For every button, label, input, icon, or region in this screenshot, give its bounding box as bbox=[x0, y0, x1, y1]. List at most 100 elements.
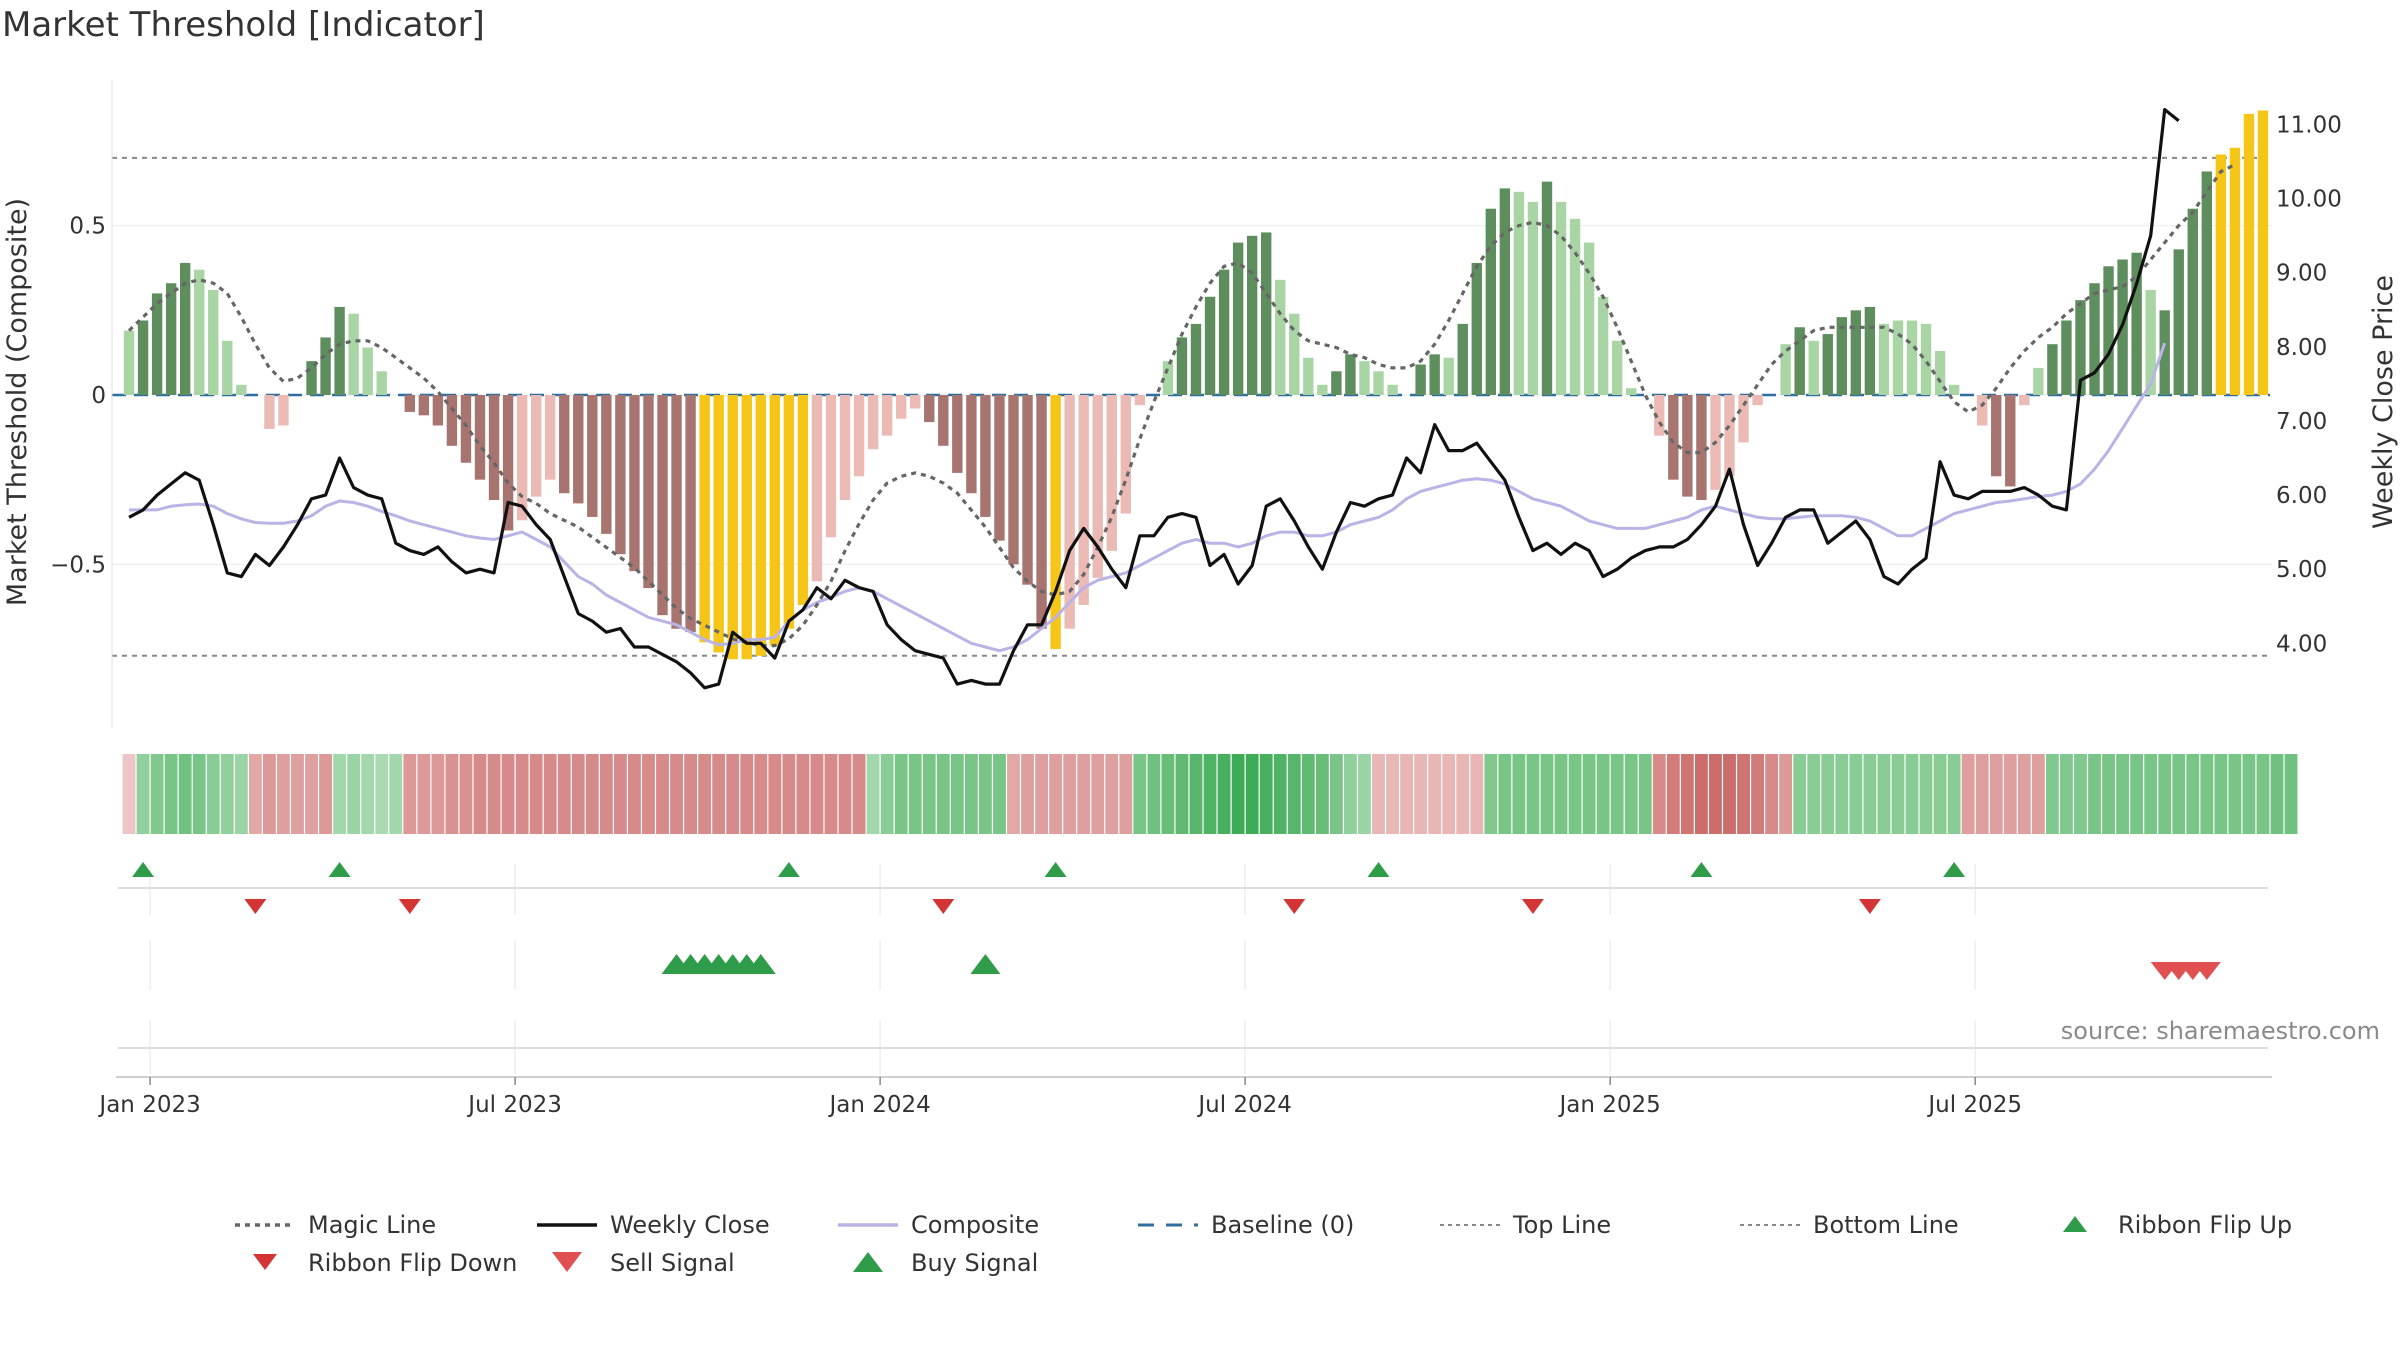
legend-label: Buy Signal bbox=[911, 1249, 1038, 1277]
right-tick-label: 4.00 bbox=[2276, 631, 2327, 657]
composite-bar bbox=[236, 384, 247, 395]
ribbon-cell bbox=[262, 754, 276, 834]
composite-bar bbox=[994, 395, 1005, 541]
composite-bar bbox=[601, 395, 612, 534]
ribbon-cell bbox=[1554, 754, 1568, 834]
ribbon-cell bbox=[642, 754, 655, 834]
composite-bar bbox=[1499, 188, 1511, 395]
legend-item: Weekly Close bbox=[537, 1211, 770, 1239]
composite-bar bbox=[1569, 218, 1581, 395]
composite-bar bbox=[376, 371, 387, 395]
ribbon-cell bbox=[894, 754, 908, 834]
x-tick-label: Jul 2024 bbox=[1196, 1092, 1292, 1118]
ribbon-flip-down-marker bbox=[244, 899, 267, 914]
ribbon-cell bbox=[1133, 754, 1147, 834]
composite-bar bbox=[1036, 395, 1047, 629]
ribbon-cell bbox=[1049, 754, 1063, 834]
ribbon-cell bbox=[2256, 754, 2270, 834]
composite-bar bbox=[1022, 395, 1033, 585]
ribbon-cell bbox=[1273, 754, 1287, 834]
ribbon-cell bbox=[1329, 754, 1343, 834]
right-tick-label: 7.00 bbox=[2276, 409, 2327, 435]
composite-bar bbox=[1527, 201, 1539, 395]
composite-bar bbox=[1261, 232, 1272, 395]
ribbon-cell bbox=[122, 754, 136, 834]
ribbon-cell bbox=[1428, 754, 1442, 834]
legend-swatch bbox=[253, 1254, 277, 1270]
ribbon-cell bbox=[628, 754, 641, 834]
composite-bar bbox=[1331, 371, 1342, 395]
ribbon-cell bbox=[1989, 754, 2003, 834]
composite-bar bbox=[545, 395, 556, 480]
ribbon-cell bbox=[1652, 754, 1666, 834]
ribbon-cell bbox=[1779, 754, 1793, 834]
ribbon-cell bbox=[1723, 754, 1736, 834]
composite-bar bbox=[1064, 395, 1075, 629]
composite-bar bbox=[1232, 242, 1244, 395]
composite-bar bbox=[2257, 110, 2269, 395]
ribbon-cell bbox=[1919, 754, 1933, 834]
x-tick-label: Jul 2023 bbox=[466, 1092, 562, 1118]
ribbon-cell bbox=[2074, 754, 2087, 834]
ribbon-cell bbox=[375, 754, 389, 834]
ribbon-cell bbox=[978, 754, 992, 834]
ribbon-cell bbox=[1470, 754, 1484, 834]
composite-bar bbox=[1092, 395, 1103, 578]
ribbon-cell bbox=[796, 754, 810, 834]
composite-bar bbox=[1345, 354, 1356, 395]
composite-bar bbox=[2243, 113, 2255, 395]
composite-bar bbox=[1289, 313, 1300, 395]
ribbon-cell bbox=[1765, 754, 1779, 834]
legend-label: Weekly Close bbox=[610, 1211, 770, 1239]
composite-bar bbox=[1555, 201, 1567, 395]
ribbon-cell bbox=[473, 754, 487, 834]
legend-item: Buy Signal bbox=[853, 1249, 1038, 1277]
ribbon-cell bbox=[880, 754, 894, 834]
composite-bar bbox=[2229, 147, 2241, 395]
legend-label: Magic Line bbox=[308, 1211, 436, 1239]
ribbon-cell bbox=[684, 754, 698, 834]
ribbon-cell bbox=[1372, 754, 1385, 834]
composite-bar bbox=[362, 347, 373, 395]
ribbon-cell bbox=[1301, 754, 1315, 834]
ribbon-cell bbox=[234, 754, 248, 834]
ribbon-cell bbox=[1498, 754, 1512, 834]
ribbon-cell bbox=[2088, 754, 2101, 834]
x-tick-label: Jul 2025 bbox=[1926, 1092, 2022, 1118]
composite-bar bbox=[1696, 395, 1707, 500]
ribbon-cell bbox=[740, 754, 754, 834]
ribbon-cell bbox=[1961, 754, 1975, 834]
ribbon-cell bbox=[2003, 754, 2017, 834]
legend-swatch bbox=[853, 1252, 883, 1272]
composite-bar bbox=[1471, 262, 1482, 395]
legend-item: Ribbon Flip Up bbox=[2063, 1211, 2292, 1239]
composite-bar bbox=[2201, 171, 2213, 395]
composite-bar bbox=[685, 395, 696, 633]
ribbon-cell bbox=[2284, 754, 2298, 834]
composite-bar bbox=[2159, 310, 2170, 395]
y-axis-label-left: Market Threshold (Composite) bbox=[2, 198, 33, 606]
legend-item: Sell Signal bbox=[552, 1249, 735, 1277]
ribbon-cell bbox=[1568, 754, 1582, 834]
ribbon-cell bbox=[347, 754, 361, 834]
composite-bar bbox=[1120, 395, 1131, 514]
right-tick-label: 5.00 bbox=[2276, 557, 2327, 583]
composite-bar bbox=[1485, 208, 1497, 395]
ribbon-flip-up-marker bbox=[1367, 862, 1390, 877]
composite-bar bbox=[1303, 357, 1314, 395]
composite-bar bbox=[727, 395, 738, 660]
ribbon-cell bbox=[2102, 754, 2115, 834]
ribbon-cell bbox=[417, 754, 431, 834]
ribbon-cell bbox=[192, 754, 206, 834]
ribbon-cell bbox=[557, 754, 571, 834]
composite-bar bbox=[924, 395, 935, 423]
composite-bar bbox=[194, 269, 205, 395]
ribbon-cell bbox=[1414, 754, 1428, 834]
composite-bar bbox=[1190, 323, 1202, 395]
ribbon-cell bbox=[1358, 754, 1371, 834]
composite-bar bbox=[629, 395, 640, 572]
composite-bar bbox=[530, 395, 542, 497]
composite-bar bbox=[2173, 249, 2184, 395]
composite-bar bbox=[783, 395, 795, 629]
composite-bars bbox=[123, 110, 2269, 660]
